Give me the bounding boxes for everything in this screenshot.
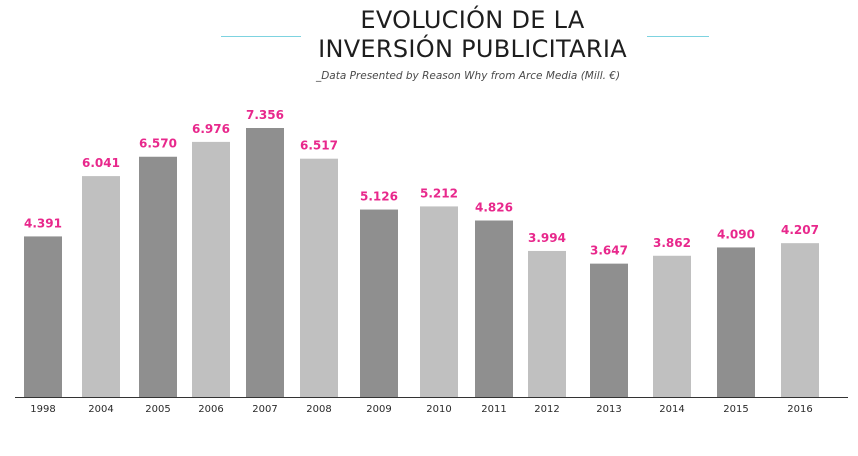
x-tick-2006: 2006 [198, 404, 223, 415]
x-tick-2009: 2009 [366, 404, 391, 415]
x-tick-1998: 1998 [30, 404, 55, 415]
x-tick-2013: 2013 [596, 404, 621, 415]
bar-2005 [139, 156, 177, 397]
bar-2007 [246, 128, 284, 397]
chart-title-line-1: EVOLUCIÓN DE LA [360, 6, 585, 34]
value-label-2010: 5.212 [420, 186, 458, 200]
value-label-2006: 6.976 [192, 122, 230, 136]
x-tick-2005: 2005 [145, 404, 170, 415]
bar-2008 [300, 158, 338, 397]
x-tick-2014: 2014 [659, 404, 684, 415]
bar-2010 [420, 206, 458, 397]
title-rule-left [221, 36, 301, 37]
x-tick-2016: 2016 [787, 404, 812, 415]
bar-2015 [717, 247, 755, 397]
x-tick-2015: 2015 [723, 404, 748, 415]
x-tick-2007: 2007 [252, 404, 277, 415]
title-rule-right [647, 36, 709, 37]
bar-1998 [24, 236, 62, 397]
value-label-2007: 7.356 [246, 108, 284, 122]
chart-title-line-2: INVERSIÓN PUBLICITARIA [318, 35, 627, 63]
bar-2016 [781, 243, 819, 397]
bar-2009 [360, 209, 398, 397]
value-label-2011: 4.826 [475, 201, 513, 215]
value-label-2005: 6.570 [139, 137, 177, 151]
x-tick-2010: 2010 [426, 404, 451, 415]
value-label-2008: 6.517 [300, 139, 338, 153]
value-label-2009: 5.126 [360, 190, 398, 204]
bar-2004 [82, 176, 120, 397]
value-labels-layer: 4.391 6.041 6.570 6.976 7.356 6.517 5.126 5.212… [24, 108, 819, 258]
value-label-2012: 3.994 [528, 231, 566, 245]
bar-2012 [528, 250, 566, 397]
chart-subtitle: _Data Presented by Reason Why from Arce … [315, 70, 621, 82]
value-label-2016: 4.207 [781, 223, 819, 237]
bar-2014 [653, 255, 691, 397]
value-label-2014: 3.862 [653, 236, 691, 250]
x-tick-2012: 2012 [534, 404, 559, 415]
value-label-2015: 4.090 [717, 227, 755, 241]
x-axis-ticks: 1998 2004 2005 2006 2007 2008 2009 2010 2011 2012… [30, 404, 812, 415]
x-tick-2004: 2004 [88, 404, 113, 415]
bar-2013 [590, 263, 628, 397]
chart-header: EVOLUCIÓN DE LA INVERSIÓN PUBLICITARIA _… [0, 4, 858, 84]
bar-2006 [192, 141, 230, 397]
value-label-2013: 3.647 [590, 244, 628, 258]
bar-2011 [475, 220, 513, 397]
value-label-1998: 4.391 [24, 216, 62, 230]
bars-layer [24, 128, 819, 397]
x-tick-2011: 2011 [481, 404, 506, 415]
value-label-2004: 6.041 [82, 156, 120, 170]
x-tick-2008: 2008 [306, 404, 331, 415]
